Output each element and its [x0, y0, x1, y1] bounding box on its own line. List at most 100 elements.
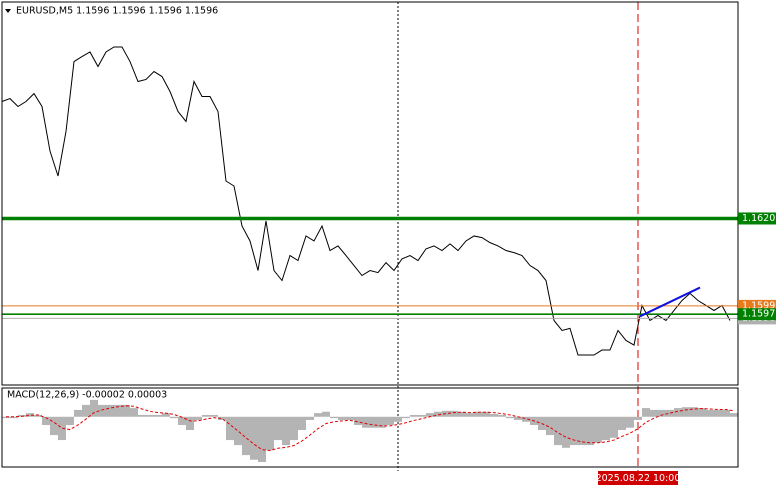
- macd-bar: [682, 407, 690, 417]
- macd-bar: [362, 416, 370, 428]
- macd-bar: [650, 409, 658, 417]
- macd-bar: [82, 404, 90, 417]
- macd-bar: [666, 409, 674, 417]
- macd-bar: [642, 408, 650, 417]
- macd-bar: [226, 416, 234, 441]
- time-marker-box: [598, 471, 678, 485]
- macd-bar: [178, 416, 186, 425]
- macd-bar: [146, 414, 154, 417]
- macd-bar: [482, 411, 490, 417]
- macd-bar: [74, 409, 82, 417]
- level-label: 1.1620: [742, 213, 775, 224]
- macd-bar: [562, 416, 570, 448]
- macd-bar: [450, 410, 458, 417]
- macd-bar: [306, 416, 314, 420]
- macd-bar: [314, 413, 322, 417]
- level-label: 1.1597: [742, 309, 775, 320]
- macd-bar: [610, 416, 618, 438]
- macd-bar: [10, 416, 18, 419]
- macd-bar: [218, 416, 226, 420]
- macd-bar: [34, 414, 42, 417]
- macd-bar: [114, 404, 122, 417]
- macd-bar: [138, 414, 146, 417]
- macd-bar: [674, 408, 682, 417]
- macd-bar: [570, 416, 578, 446]
- macd-bar: [490, 414, 498, 417]
- signal-line: [6, 405, 735, 452]
- level-label-box: [738, 212, 776, 225]
- macd-bar: [282, 416, 290, 446]
- main-panel-frame: [1, 1, 739, 386]
- macd-bar: [354, 416, 362, 425]
- macd-bar: [386, 416, 394, 425]
- macd-bar: [634, 416, 642, 420]
- macd-bar: [90, 399, 98, 417]
- macd-bar: [106, 404, 114, 417]
- macd-bar: [2, 416, 10, 419]
- macd-bar: [658, 409, 666, 417]
- macd-bar: [506, 416, 514, 419]
- macd-bar: [154, 414, 162, 417]
- macd-bar: [434, 411, 442, 417]
- macd-bar: [250, 416, 258, 460]
- macd-bar: [130, 408, 138, 417]
- level-label-box: [738, 308, 776, 321]
- macd-bar: [554, 416, 562, 446]
- macd-bar: [394, 416, 402, 422]
- macd-bar: [330, 416, 338, 419]
- macd-bar: [66, 416, 74, 425]
- macd-bar: [498, 414, 506, 417]
- macd-bar: [290, 416, 298, 441]
- chart-title: EURUSD,M5 1.1596 1.1596 1.1596 1.1596: [16, 6, 218, 17]
- level-label: 1.1599: [742, 300, 775, 311]
- macd-bar: [722, 409, 730, 417]
- macd-bar: [242, 416, 250, 456]
- macd-bar: [370, 416, 378, 428]
- macd-title: MACD(12,26,9) -0.00002 0.00003: [7, 390, 167, 401]
- macd-bar: [274, 416, 282, 441]
- macd-bar: [402, 416, 410, 419]
- macd-bar: [122, 404, 130, 417]
- macd-bar: [186, 416, 194, 431]
- macd-bar: [466, 413, 474, 417]
- macd-bar: [586, 416, 594, 446]
- macd-bar: [98, 404, 106, 417]
- macd-bar: [202, 414, 210, 417]
- macd-bar: [474, 411, 482, 417]
- macd-bar: [234, 416, 242, 446]
- macd-bar: [690, 407, 698, 417]
- macd-bar: [594, 416, 602, 443]
- macd-bar: [578, 416, 586, 446]
- trend-line: [639, 286, 701, 318]
- macd-bar: [298, 416, 306, 431]
- macd-bar: [618, 416, 626, 431]
- macd-bar: [266, 416, 274, 451]
- macd-bar: [458, 411, 466, 417]
- macd-bar: [58, 416, 66, 441]
- macd-bar: [522, 416, 530, 422]
- macd-bar: [514, 416, 522, 420]
- macd-bar: [426, 413, 434, 417]
- macd-bar: [194, 416, 202, 420]
- macd-bar: [26, 413, 34, 417]
- macd-bar: [602, 416, 610, 441]
- macd-bar: [546, 416, 554, 436]
- macd-bar: [162, 413, 170, 417]
- macd-bar: [50, 416, 58, 436]
- macd-panel-frame: [1, 387, 739, 468]
- price-line: [1, 46, 731, 356]
- time-marker-label: 2025.08.22 10:00: [596, 473, 681, 484]
- macd-bar: [714, 409, 722, 417]
- macd-bar: [346, 416, 354, 420]
- macd-bar: [378, 416, 386, 428]
- macd-bar: [730, 413, 738, 417]
- macd-bar: [338, 416, 346, 420]
- macd-bar: [626, 416, 634, 428]
- macd-bar: [698, 408, 706, 417]
- macd-bar: [706, 409, 714, 417]
- menu-triangle[interactable]: [5, 9, 11, 13]
- macd-bar: [258, 416, 266, 462]
